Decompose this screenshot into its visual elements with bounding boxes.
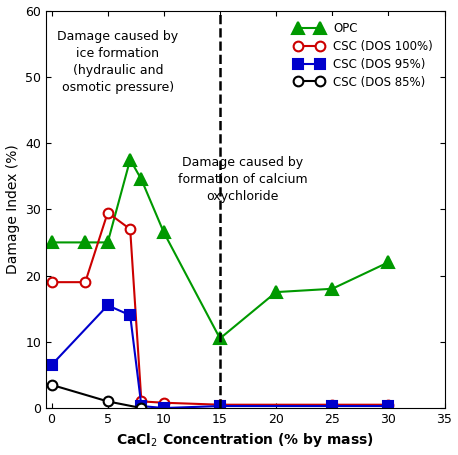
CSC (DOS 95%) bbox=[105, 303, 110, 308]
CSC (DOS 85%) bbox=[139, 405, 144, 411]
CSC (DOS 100%) bbox=[82, 279, 88, 285]
CSC (DOS 100%) bbox=[139, 399, 144, 404]
CSC (DOS 100%) bbox=[329, 402, 335, 407]
X-axis label: CaCl$_2$ Concentration (% by mass): CaCl$_2$ Concentration (% by mass) bbox=[116, 431, 374, 450]
CSC (DOS 95%) bbox=[139, 403, 144, 409]
OPC bbox=[386, 259, 391, 265]
CSC (DOS 85%) bbox=[105, 399, 110, 404]
OPC bbox=[82, 240, 88, 245]
CSC (DOS 85%) bbox=[49, 382, 55, 388]
OPC bbox=[49, 240, 55, 245]
OPC bbox=[161, 230, 167, 235]
CSC (DOS 100%) bbox=[386, 402, 391, 407]
CSC (DOS 95%) bbox=[217, 403, 223, 409]
Legend: OPC, CSC (DOS 100%), CSC (DOS 95%), CSC (DOS 85%): OPC, CSC (DOS 100%), CSC (DOS 95%), CSC … bbox=[288, 16, 439, 95]
CSC (DOS 95%) bbox=[161, 405, 167, 411]
Line: CSC (DOS 85%): CSC (DOS 85%) bbox=[47, 380, 146, 413]
CSC (DOS 100%) bbox=[127, 227, 133, 232]
Line: OPC: OPC bbox=[46, 154, 394, 344]
OPC bbox=[127, 157, 133, 162]
Line: CSC (DOS 100%): CSC (DOS 100%) bbox=[47, 208, 393, 410]
OPC bbox=[105, 240, 110, 245]
Text: Damage caused by
ice formation
(hydraulic and
osmotic pressure): Damage caused by ice formation (hydrauli… bbox=[57, 30, 178, 95]
OPC bbox=[139, 177, 144, 182]
OPC bbox=[273, 289, 279, 295]
Line: CSC (DOS 95%): CSC (DOS 95%) bbox=[47, 300, 393, 413]
OPC bbox=[329, 286, 335, 292]
Y-axis label: Damage Index (%): Damage Index (%) bbox=[5, 144, 20, 274]
CSC (DOS 95%) bbox=[127, 313, 133, 318]
Text: Damage caused by
formation of calcium
oxychloride: Damage caused by formation of calcium ox… bbox=[178, 157, 307, 203]
CSC (DOS 100%) bbox=[105, 210, 110, 215]
CSC (DOS 95%) bbox=[49, 362, 55, 368]
CSC (DOS 100%) bbox=[49, 279, 55, 285]
CSC (DOS 100%) bbox=[161, 400, 167, 405]
CSC (DOS 100%) bbox=[217, 402, 223, 407]
CSC (DOS 95%) bbox=[386, 403, 391, 409]
OPC bbox=[217, 336, 223, 341]
CSC (DOS 95%) bbox=[329, 403, 335, 409]
